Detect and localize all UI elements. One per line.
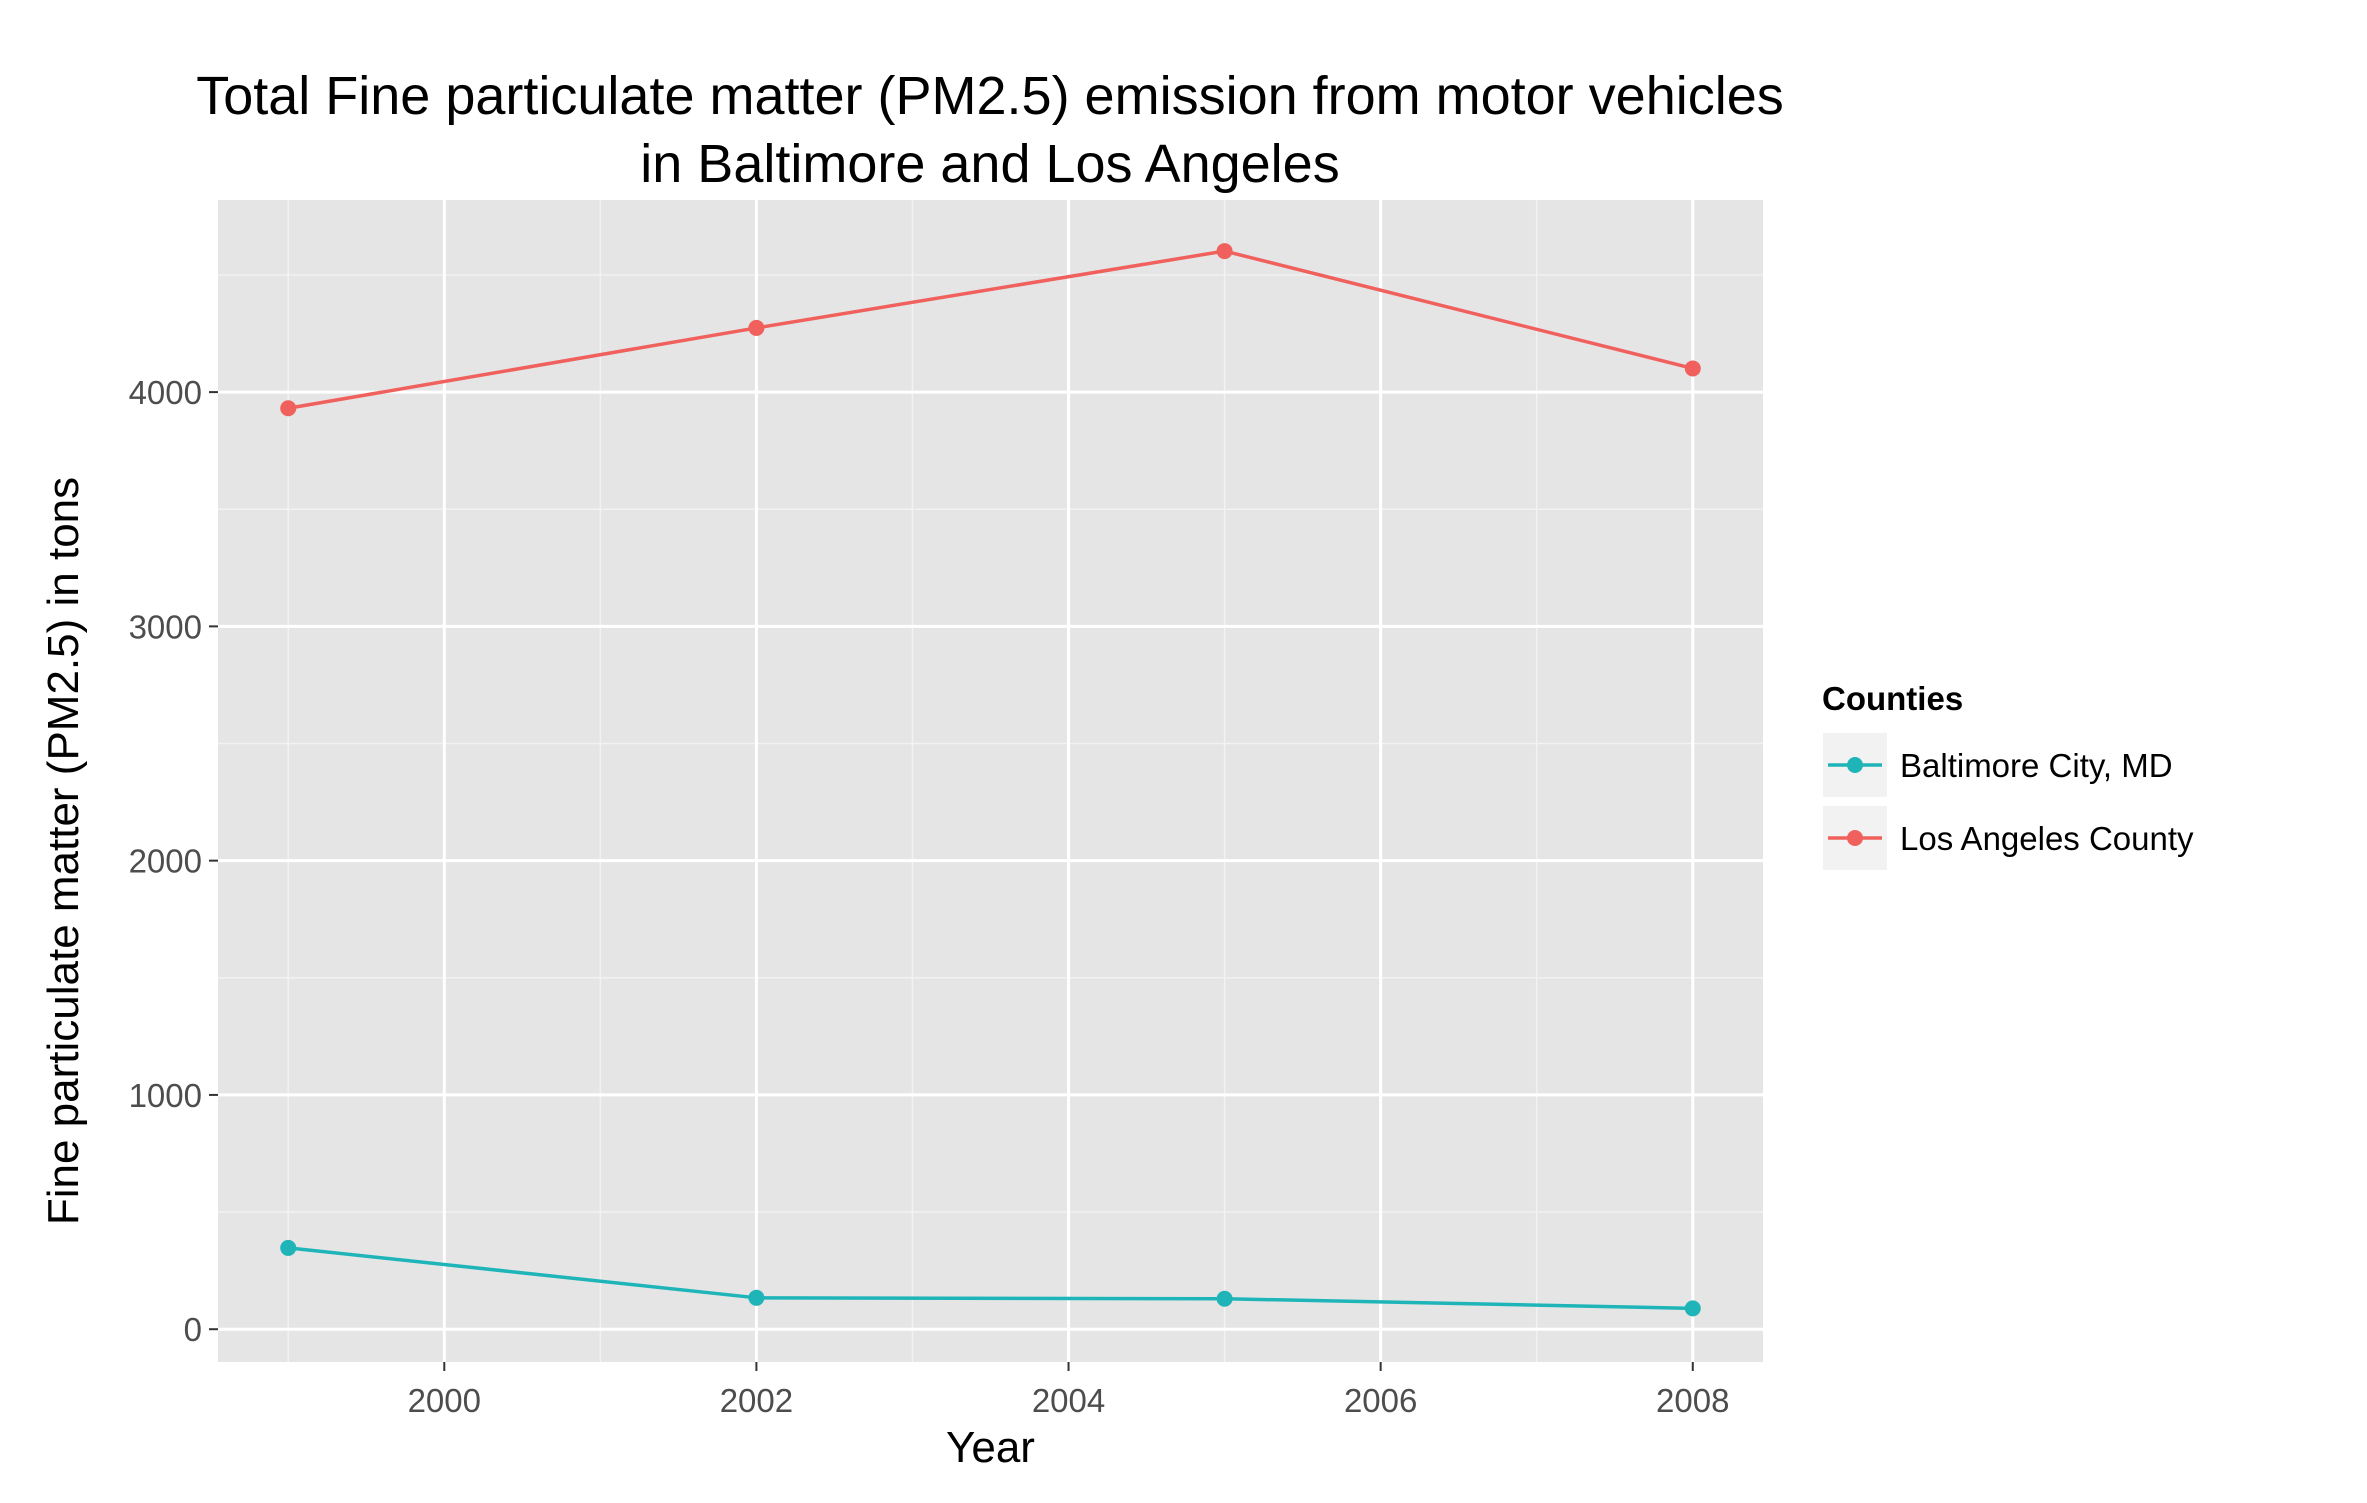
x-axis-title: Year [946,1423,1035,1472]
data-point [1684,360,1701,377]
data-point [280,400,297,417]
legend-label: Los Angeles County [1900,820,2194,857]
legend-key-point [1847,757,1863,773]
data-point [1684,1300,1701,1317]
x-tick-label: 2006 [1344,1382,1417,1419]
x-tick-label: 2002 [720,1382,793,1419]
legend-label: Baltimore City, MD [1900,747,2173,784]
x-tick-label: 2000 [408,1382,481,1419]
legend-title: Counties [1822,680,1963,717]
chart-title-line-1: Total Fine particulate matter (PM2.5) em… [196,66,1784,126]
y-tick-label: 4000 [129,374,202,411]
y-tick-label: 1000 [129,1077,202,1114]
x-tick-label: 2008 [1656,1382,1729,1419]
minor-gridlines [218,200,1763,1362]
series-line-0 [288,1246,1693,1311]
x-tick-label: 2004 [1032,1382,1105,1419]
y-tick-label: 0 [184,1311,202,1348]
legend-items: Baltimore City, MD Los Angeles County [1821,731,2194,872]
axis-ticks [209,391,1694,1371]
legend: Counties Baltimore City, MD Los Angeles C… [1821,680,2194,872]
legend-key-point [1847,830,1863,846]
series-line-1 [287,249,1694,410]
chart-title-line-2: in Baltimore and Los Angeles [640,134,1339,194]
series-lines [287,249,1694,1311]
y-tick-label: 3000 [129,608,202,645]
y-axis-title: Fine particulate matter (PM2.5) in tons [39,477,88,1225]
data-point [748,319,765,336]
data-point [1216,243,1233,260]
data-point [280,1239,297,1256]
data-point [1216,1290,1233,1307]
y-tick-label: 2000 [129,843,202,880]
major-gridlines [218,200,1763,1362]
data-point [748,1289,765,1306]
series-points [280,243,1701,1317]
tick-labels: 2000 2002 2004 2006 2008 0 1000 2000 3000 4000 [129,374,1730,1419]
plot-panel [218,200,1763,1362]
